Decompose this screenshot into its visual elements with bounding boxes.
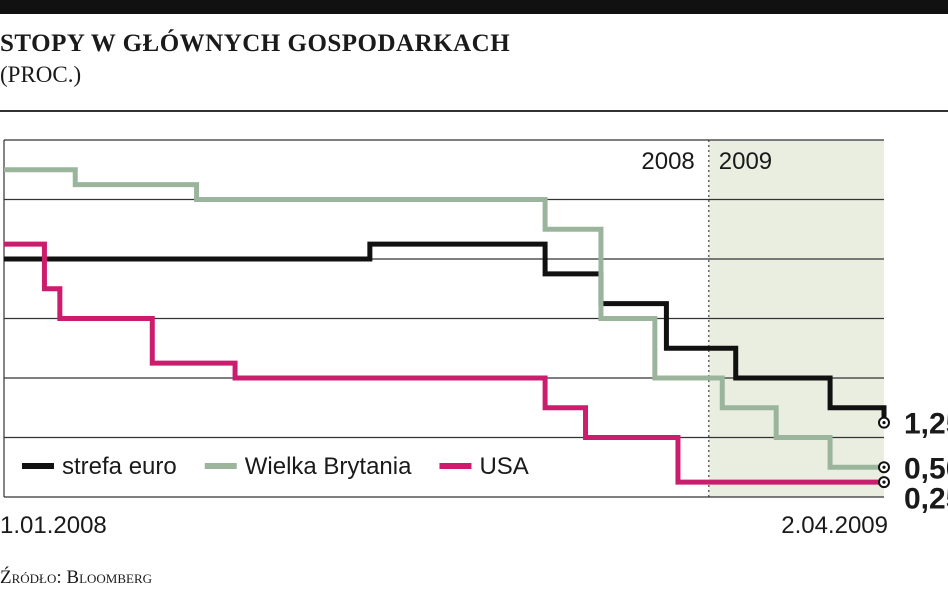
end-value-label-2: 0,25 (904, 482, 948, 515)
legend-label-2: USA (479, 453, 528, 480)
end-marker-dot-0 (882, 421, 886, 425)
header-rule (0, 110, 948, 112)
chart-text-layer: 2008 2009 1,25 0,500,25 1.01.2008 2.04.2009 (0, 148, 948, 539)
end-value-label-1: 0,50 (904, 452, 948, 485)
end-marker-dot-2 (882, 480, 886, 484)
x-start-label: 1.01.2008 (0, 512, 107, 539)
chart-title: STOPY W GŁÓWNYCH GOSPODARKACH (0, 30, 511, 57)
source-note: Źródło: Bloomberg (0, 567, 153, 588)
legend: strefa euro Wielka Brytania USA (10, 447, 557, 487)
chart-subtitle: (PROC.) (0, 62, 82, 87)
top-bar (0, 0, 948, 14)
year-label-2008: 2008 (641, 148, 694, 175)
series-line-1 (4, 167, 884, 470)
series-line-0 (4, 241, 887, 423)
x-end-label: 2.04.2009 (781, 512, 888, 539)
legend-label-1: Wielka Brytania (245, 453, 412, 480)
series-line-2 (4, 241, 884, 485)
legend-label-0: strefa euro (62, 453, 177, 480)
series-layer (4, 167, 887, 485)
end-value-label-0: 1,25 (904, 408, 948, 441)
year-label-2009: 2009 (719, 148, 772, 175)
end-marker-dot-1 (882, 465, 886, 469)
end-marker-layer (878, 416, 890, 489)
